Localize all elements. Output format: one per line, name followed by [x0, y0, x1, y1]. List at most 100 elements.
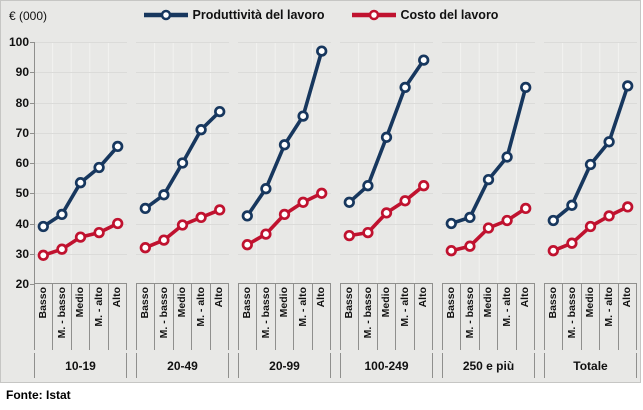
- category-label-row: Basso M. - basso Medio M. - alto Alto: [34, 284, 127, 350]
- category-label-cell: Alto: [311, 284, 330, 350]
- y-tick-label: 60: [15, 156, 29, 170]
- source-note: Fonte: Istat: [6, 388, 71, 402]
- productivity-data-point: [501, 151, 513, 163]
- cost-data-point: [464, 240, 476, 252]
- category-label-cell: M. - basso: [562, 284, 580, 350]
- productivity-data-point: [74, 177, 87, 189]
- category-label-cell: Alto: [617, 284, 636, 350]
- cost-data-point: [214, 204, 226, 216]
- category-label-cell: Basso: [547, 287, 560, 319]
- category-label-cell: Medio: [376, 284, 395, 350]
- productivity-data-point: [380, 131, 393, 143]
- productivity-line: [551, 84, 630, 223]
- category-label-cell: Medio: [70, 284, 89, 350]
- group-label-100-249: 100-249: [340, 353, 433, 378]
- category-label-cell: Alto: [209, 284, 228, 350]
- cost-data-point: [520, 202, 532, 215]
- category-label-row: Basso M. - basso Medio M. - alto Alto: [544, 284, 637, 350]
- y-tick-label: 90: [15, 65, 29, 80]
- y-tick-label: 20: [15, 277, 29, 291]
- plot-100-249: [340, 42, 433, 284]
- category-label-cell: Alto: [515, 284, 534, 350]
- category-label-cell: Medio: [274, 284, 293, 350]
- cost-data-point: [482, 222, 495, 234]
- cost-data-point: [380, 207, 393, 219]
- cost-data-point: [418, 180, 430, 192]
- panel-250 e più: Basso M. - basso Medio M. - alto Alto 250 e p…: [442, 42, 535, 380]
- productivity-data-point: [445, 217, 457, 230]
- legend-label-productivity: Produttività del lavoro: [192, 8, 325, 22]
- chart-area: € (000) Produttività del lavoro Costo de…: [0, 0, 641, 383]
- category-label-cell: Medio: [478, 284, 497, 350]
- productivity-data-point: [195, 124, 207, 136]
- y-tick-label: 40: [15, 216, 29, 231]
- legend: Produttività del lavoro Costo del lavoro: [1, 8, 640, 22]
- productivity-data-point: [56, 208, 68, 221]
- category-label-cell: Alto: [413, 284, 432, 350]
- category-label-cell: M. - alto: [191, 284, 209, 350]
- category-label-cell: Basso: [241, 287, 254, 319]
- cost-data-point: [603, 210, 615, 222]
- productivity-data-point: [93, 161, 105, 174]
- productivity-data-point: [241, 210, 253, 222]
- panel-100-249: Basso M. - basso Medio M. - alto Alto 100-249: [340, 42, 433, 380]
- productivity-data-point: [297, 110, 309, 122]
- category-label-cell: M. - basso: [460, 284, 478, 350]
- category-label-row: Basso M. - basso Medio M. - alto Alto: [238, 284, 331, 350]
- cost-data-point: [176, 219, 189, 231]
- panel-20-49: Basso M. - basso Medio M. - alto Alto 20-49: [136, 42, 229, 380]
- y-tick-label: 30: [15, 246, 29, 261]
- y-axis-unit-label: € (000): [9, 9, 48, 23]
- cost-data-point: [343, 229, 355, 242]
- cost-data-point: [93, 226, 105, 239]
- cost-data-point: [195, 211, 207, 224]
- cost-data-point: [445, 245, 457, 257]
- category-label-cell: M. - alto: [395, 284, 413, 350]
- productivity-line-swatch: [143, 9, 188, 21]
- category-label-cell: M. - alto: [89, 284, 107, 350]
- y-tick-label: 70: [15, 125, 29, 140]
- productivity-data-point: [418, 54, 430, 66]
- productivity-data-point: [176, 157, 189, 169]
- cost-data-point: [399, 195, 411, 207]
- cost-data-point: [158, 234, 170, 246]
- category-label-cell: Basso: [139, 287, 152, 319]
- category-label-row: Basso M. - basso Medio M. - alto Alto: [136, 284, 229, 350]
- group-label-Totale: Totale: [544, 353, 637, 378]
- panel-20-99: Basso M. - basso Medio M. - alto Alto 20-99: [238, 42, 331, 380]
- cost-data-point: [260, 228, 272, 240]
- cost-data-point: [362, 226, 374, 239]
- productivity-data-point: [362, 180, 374, 192]
- category-label-cell: M. - alto: [497, 284, 515, 350]
- legend-label-cost: Costo del lavoro: [400, 8, 499, 22]
- productivity-data-point: [343, 196, 355, 208]
- cost-data-point: [37, 249, 49, 261]
- cost-data-point: [316, 187, 328, 199]
- cost-data-point: [297, 196, 309, 208]
- cost-line-swatch: [351, 9, 396, 21]
- group-label-20-99: 20-99: [238, 353, 331, 378]
- category-label-cell: Basso: [343, 287, 356, 319]
- category-label-row: Basso M. - basso Medio M. - alto Alto: [442, 284, 535, 350]
- cost-data-point: [622, 201, 634, 213]
- y-tick-label: 50: [15, 186, 29, 201]
- panel-group-container: Basso M. - basso Medio M. - alto Alto 10-19 Ba…: [30, 42, 637, 380]
- category-label-cell: M. - alto: [599, 284, 617, 350]
- panel-Totale: Basso M. - basso Medio M. - alto Alto Totale: [544, 42, 637, 380]
- group-label-250 e più: 250 e più: [442, 353, 535, 378]
- group-label-20-49: 20-49: [136, 353, 229, 378]
- legend-item-productivity: Produttività del lavoro: [143, 8, 325, 22]
- category-label-cell: Alto: [107, 284, 126, 350]
- productivity-data-point: [482, 173, 495, 186]
- group-label-10-19: 10-19: [34, 353, 127, 378]
- category-label-cell: Basso: [37, 287, 50, 319]
- cost-data-point: [547, 245, 559, 257]
- category-label-cell: Medio: [580, 284, 599, 350]
- category-label-cell: Basso: [445, 287, 458, 319]
- plot-20-99: [238, 42, 331, 284]
- productivity-line: [347, 58, 426, 205]
- productivity-data-point: [464, 211, 476, 224]
- cost-data-point: [278, 208, 291, 221]
- category-label-cell: M. - alto: [293, 284, 311, 350]
